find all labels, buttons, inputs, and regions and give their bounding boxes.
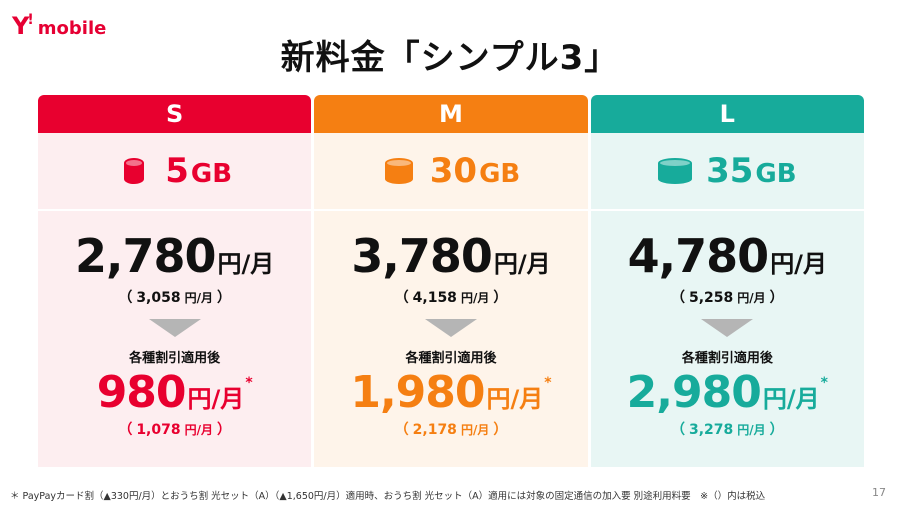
paren-close: ） bbox=[493, 290, 508, 306]
tax-number: 5,258 bbox=[688, 290, 734, 306]
database-top bbox=[386, 160, 411, 166]
plan-card-m: M 30GB 3,780 円/月 （4,158 円/月） 各種割引適用後 1,980… bbox=[314, 95, 588, 467]
capacity-number: 5 bbox=[165, 151, 189, 191]
price-number: 2,780 bbox=[75, 229, 217, 283]
footnote: ＊ PayPayカード割（▲330円/月）とおうち割 光セット（A）（▲1,65… bbox=[10, 491, 766, 502]
final-tax-number: 2,178 bbox=[412, 422, 457, 438]
final-number: 2,980 bbox=[626, 367, 762, 418]
plan-name-l: L bbox=[590, 95, 864, 133]
price-unit: 円/月 bbox=[217, 250, 275, 278]
price-unit: 円/月 bbox=[770, 250, 827, 278]
plan-card-l: L 35GB 4,780 円/月 （5,258 円/月） 各種割引適用後 2,980… bbox=[590, 95, 864, 467]
divider bbox=[590, 209, 864, 211]
tax-price-s: （3,058 円/月 ） bbox=[118, 287, 231, 309]
paren-close: ） bbox=[217, 422, 231, 438]
plan-card-s: S 5GB 2,780 円/月 （3,058 円/月） 各種割引適用後 980 円/月… bbox=[38, 95, 312, 467]
database-body bbox=[124, 158, 145, 184]
tax-unit: 円/月 bbox=[460, 291, 490, 305]
paren-close: ） bbox=[769, 290, 784, 306]
paren-open: （ bbox=[118, 422, 133, 438]
price-section-l: 4,780 円/月 （5,258 円/月） 各種割引適用後 2,980 円/月 * （3… bbox=[590, 211, 864, 467]
database-icon bbox=[384, 158, 413, 184]
plan-name-m: M bbox=[314, 95, 588, 133]
price-number: 3,780 bbox=[351, 229, 493, 283]
final-tax-number: 3,278 bbox=[688, 422, 734, 438]
final-number: 980 bbox=[96, 367, 187, 418]
capacity-value-s: 5GB bbox=[165, 151, 232, 191]
paren-open: （ bbox=[118, 290, 133, 306]
page-number: 17 bbox=[872, 486, 886, 499]
price-section-s: 2,780 円/月 （3,058 円/月） 各種割引適用後 980 円/月 * （1,0… bbox=[38, 211, 312, 467]
after-discount-label: 各種割引適用後 bbox=[405, 351, 497, 366]
capacity-section-m: 30GB bbox=[314, 133, 588, 209]
capacity-unit: GB bbox=[755, 159, 797, 189]
database-body bbox=[658, 158, 693, 184]
capacity-section-s: 5GB bbox=[38, 133, 312, 209]
after-discount-label: 各種割引適用後 bbox=[681, 351, 773, 366]
price-unit: 円/月 bbox=[493, 250, 551, 278]
tax-unit: 円/月 bbox=[737, 291, 766, 305]
footnote-star: * bbox=[245, 375, 253, 391]
capacity-section-l: 35GB bbox=[590, 133, 864, 209]
final-price-m: 1,980 円/月 * bbox=[350, 367, 551, 419]
database-top bbox=[660, 160, 691, 166]
page-title: 新料金「シンプル3」 bbox=[280, 38, 620, 78]
paren-open: （ bbox=[394, 290, 409, 306]
logo-word: mobile bbox=[37, 18, 107, 39]
final-unit: 円/月 bbox=[486, 385, 544, 413]
final-price-s: 980 円/月 * bbox=[97, 367, 253, 419]
final-tax-unit: 円/月 bbox=[460, 423, 490, 437]
plan-name-s: S bbox=[38, 95, 312, 133]
tax-price-l: （5,258 円/月） bbox=[671, 287, 784, 309]
divider bbox=[38, 209, 312, 211]
final-number: 1,980 bbox=[350, 367, 485, 418]
capacity-number: 35 bbox=[706, 151, 754, 191]
final-tax-price-s: （1,078 円/月 ） bbox=[118, 419, 231, 439]
final-tax-price-l: （3,278 円/月） bbox=[671, 419, 784, 439]
logo-y: Y bbox=[12, 12, 29, 40]
paren-close: ） bbox=[493, 422, 508, 438]
base-price-m: 3,780 円/月 bbox=[351, 229, 551, 283]
price-number: 4,780 bbox=[627, 229, 770, 283]
capacity-value-m: 30GB bbox=[430, 151, 521, 191]
logo-mark: ! bbox=[27, 12, 34, 28]
paren-close: ） bbox=[769, 422, 784, 438]
tax-unit: 円/月 bbox=[184, 291, 213, 305]
down-arrow-icon bbox=[148, 319, 201, 337]
paren-open: （ bbox=[394, 422, 409, 438]
final-tax-unit: 円/月 bbox=[737, 423, 766, 437]
down-arrow-icon bbox=[424, 319, 477, 337]
database-top bbox=[126, 160, 143, 166]
final-tax-number: 1,078 bbox=[136, 422, 181, 438]
base-price-s: 2,780 円/月 bbox=[75, 229, 275, 283]
footnote-star: * bbox=[820, 375, 828, 391]
capacity-unit: GB bbox=[190, 159, 233, 189]
price-section-m: 3,780 円/月 （4,158 円/月） 各種割引適用後 1,980 円/月 * （2… bbox=[314, 211, 588, 467]
capacity-unit: GB bbox=[479, 159, 521, 189]
final-price-l: 2,980 円/月 * bbox=[627, 367, 828, 419]
tax-price-m: （4,158 円/月） bbox=[395, 287, 508, 309]
plan-cards: S 5GB 2,780 円/月 （3,058 円/月） 各種割引適用後 980 円/月… bbox=[38, 95, 864, 467]
footnote-star: * bbox=[544, 375, 552, 391]
divider bbox=[314, 209, 588, 211]
tax-number: 3,058 bbox=[136, 290, 181, 306]
base-price-l: 4,780 円/月 bbox=[627, 229, 827, 283]
final-unit: 円/月 bbox=[762, 385, 820, 413]
final-tax-unit: 円/月 bbox=[184, 423, 213, 437]
final-unit: 円/月 bbox=[187, 385, 245, 413]
capacity-value-l: 35GB bbox=[706, 151, 797, 191]
paren-close: ） bbox=[217, 290, 231, 306]
database-icon bbox=[124, 158, 145, 184]
final-tax-price-m: （2,178 円/月） bbox=[395, 419, 508, 439]
paren-open: （ bbox=[670, 290, 685, 306]
tax-number: 4,158 bbox=[412, 290, 457, 306]
database-body bbox=[384, 158, 413, 184]
capacity-number: 30 bbox=[429, 151, 478, 191]
ymobile-logo: Y ! mobile bbox=[12, 12, 106, 44]
database-icon bbox=[658, 158, 693, 184]
after-discount-label: 各種割引適用後 bbox=[129, 351, 221, 366]
down-arrow-icon bbox=[701, 319, 754, 337]
paren-open: （ bbox=[670, 422, 685, 438]
